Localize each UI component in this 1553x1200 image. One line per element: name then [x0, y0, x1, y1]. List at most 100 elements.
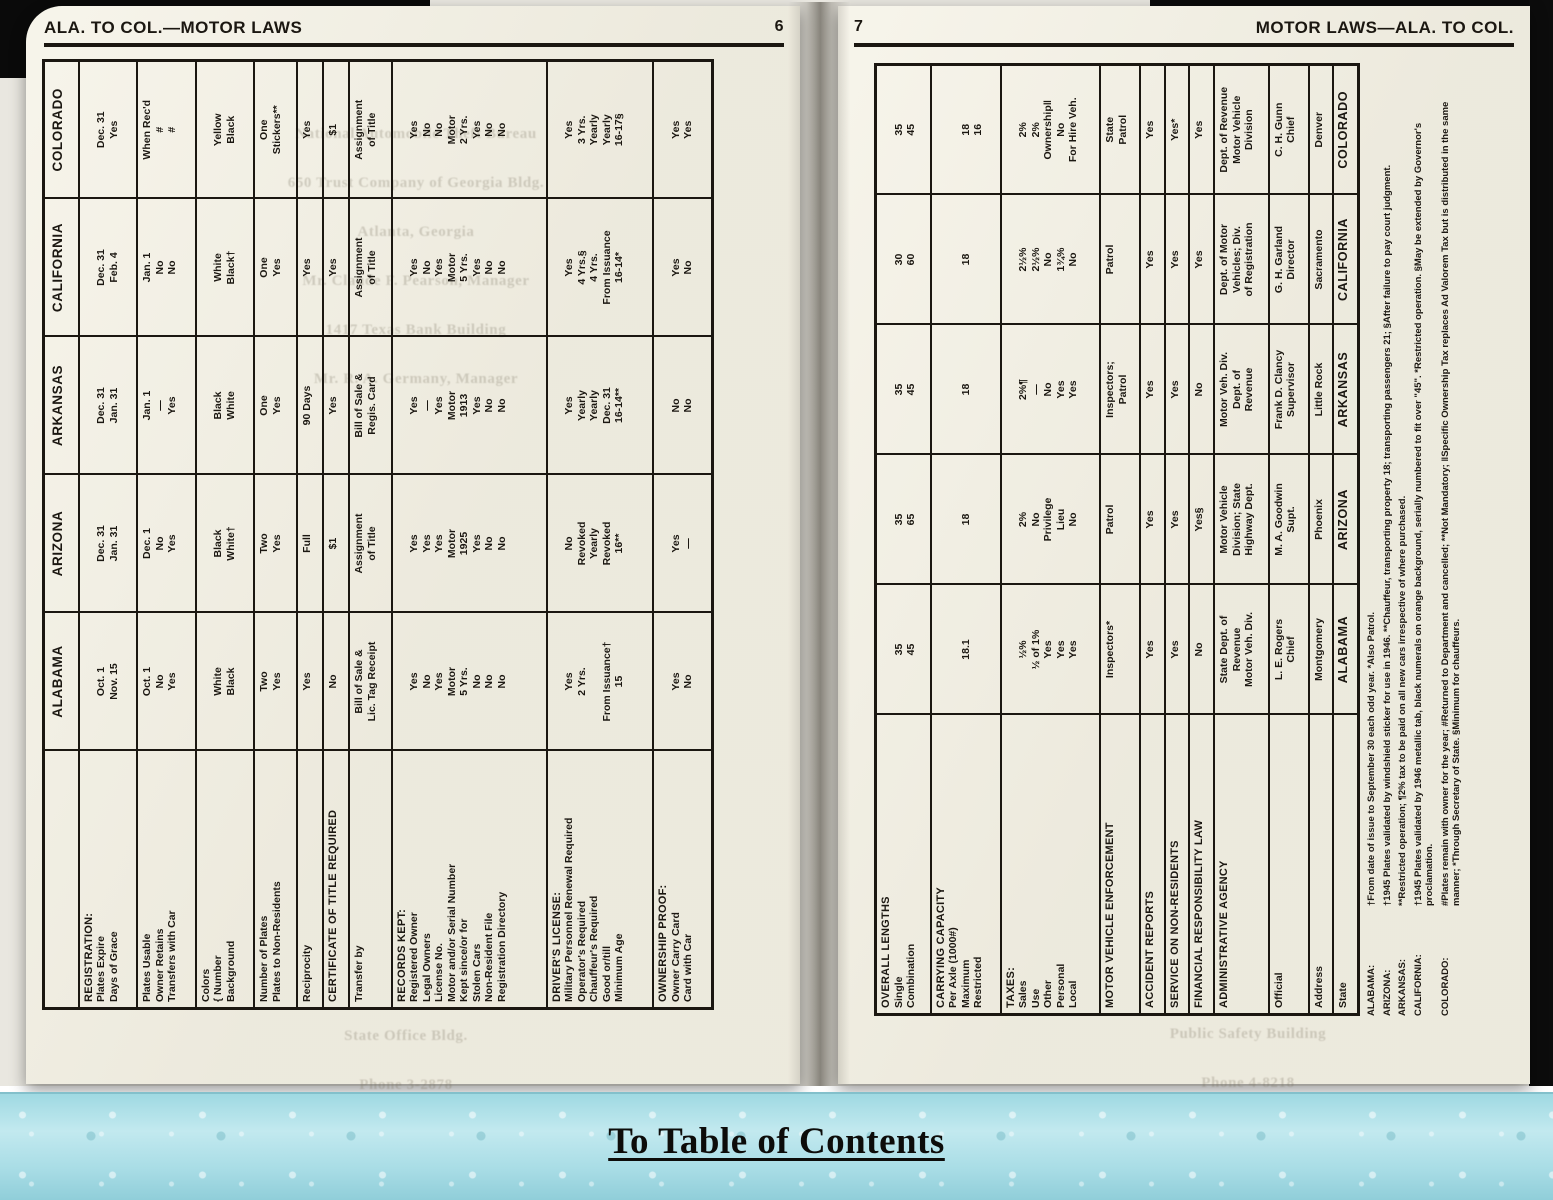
rotated-table-area-left: ALABAMA ARIZONA ARKANSAS CALIFORNIA COLORADO… — [42, 59, 718, 1010]
table-row: CARRYING CAPACITY Per Axle (1000#) Maximum… — [930, 64, 1001, 1015]
footnote-text: **Restricted operation; ¶2% tax to be pa… — [1397, 495, 1408, 906]
table-row: Official L. E. Rogers Chief M. A. Goodwin Su… — [1268, 64, 1309, 1015]
table-cell: 18 — [930, 324, 1001, 455]
table-cell: ARIZONA — [1333, 454, 1359, 585]
table-row: REGISTRATION: Plates Expire Days of Grace … — [78, 60, 138, 1009]
row-label: MOTOR VEHICLE ENFORCEMENT — [1100, 714, 1141, 1015]
table-cell: $1 — [323, 474, 350, 613]
table-cell: Yes* — [1164, 64, 1190, 195]
bleed-through-text: State Office Bldg. — [344, 1028, 468, 1044]
table-cell: Black White — [195, 336, 255, 475]
table-cell: Sacramento — [1308, 194, 1334, 325]
state-header: ARKANSAS — [43, 336, 79, 475]
table-cell: Yes — [1164, 324, 1190, 455]
footnote: CALIFORNIA: †1945 Plates validated by 194… — [1413, 64, 1436, 1016]
footnote-state-label: ALABAMA: — [1366, 964, 1377, 1016]
table-cell: 90 Days — [296, 336, 323, 475]
table-row: Plates Usable Owner Retains Transfers with… — [137, 60, 196, 1009]
table-cell: Little Rock — [1308, 324, 1334, 455]
table-cell: Two Yes — [254, 474, 297, 613]
table-row: MOTOR VEHICLE ENFORCEMENT Inspectors* Patr… — [1100, 64, 1141, 1015]
bleed-through-text: National Automobile Theft Bureau — [295, 126, 537, 142]
page-title-right: MOTOR LAWS—ALA. TO COL. — [1255, 18, 1514, 37]
table-cell: Oct. 1 Nov. 15 — [78, 612, 138, 751]
table-cell: Yes — [323, 336, 350, 475]
page-header-right: 7 MOTOR LAWS—ALA. TO COL. — [854, 18, 1514, 47]
table-cell: Denver — [1308, 64, 1334, 195]
table-row: CERTIFICATE OF TITLE REQUIRED No $1 Yes Yes $… — [323, 60, 350, 1009]
table-cell: Yes No Yes Motor 5 Yrs. No No No — [391, 612, 547, 751]
row-label: Official — [1268, 714, 1309, 1015]
footnote-text: †1945 Plates validated by windshield sti… — [1381, 164, 1393, 906]
table-cell: Yes — [1140, 194, 1165, 325]
table-cell: 2% 2% Ownership‖ No For Hire Veh. — [1000, 64, 1101, 195]
table-cell: One Yes — [254, 336, 297, 475]
table-cell: Two Yes — [254, 612, 297, 751]
table-cell: Inspectors* — [1100, 584, 1141, 715]
table-cell: Yes — [1140, 454, 1165, 585]
bleed-through-text: Mr. Claude F. Pearson, Manager — [302, 273, 530, 289]
table-cell: Assignment of Title — [349, 198, 392, 337]
table-cell: Yes — Yes Motor 1913 Yes No No — [391, 336, 547, 475]
table-cell: Yes — [1164, 584, 1190, 715]
table-cell: 18 — [930, 194, 1001, 325]
scan-edge-right — [1529, 0, 1553, 1086]
table-cell: No — [1189, 584, 1215, 715]
footnote: ALABAMA: †From date of issue to September… — [1366, 64, 1378, 1016]
table-cell: Patrol — [1100, 194, 1141, 325]
row-label: State — [1333, 714, 1359, 1015]
row-label: ACCIDENT REPORTS — [1140, 714, 1165, 1015]
table-cell: Yes — [296, 198, 323, 337]
table-cell: Inspectors; Patrol — [1100, 324, 1141, 455]
bleed-through-text: Atlanta, Georgia — [357, 224, 475, 240]
table-of-contents-link[interactable]: To Table of Contents — [608, 1121, 945, 1162]
footnote-state-label: ARKANSAS: — [1397, 959, 1408, 1016]
table-cell: No — [1189, 324, 1215, 455]
table-row: SERVICE ON NON-RESIDENTS Yes Yes Yes Yes Yes* — [1164, 64, 1190, 1015]
row-label: Plates Usable Owner Retains Transfers with… — [137, 750, 196, 1009]
table-cell: White Black — [195, 612, 255, 751]
table-cell: Yes Yearly Yearly Dec. 31 16-14** — [546, 336, 654, 475]
bleed-through-text: Phone 3-2878 — [359, 1077, 453, 1093]
row-label: DRIVER'S LICENSE: Military Personnel Rene… — [546, 750, 654, 1009]
table-cell: G. H. Garland Director — [1268, 194, 1309, 325]
state-header: ALABAMA — [43, 612, 79, 751]
footnote-state-label: CALIFORNIA: — [1412, 954, 1424, 1016]
row-label: CARRYING CAPACITY Per Axle (1000#) Maximum… — [930, 714, 1001, 1015]
table-cell: COLORADO — [1333, 64, 1359, 195]
row-label: TAXES: Sales Use Other Personal Local — [1000, 714, 1101, 1015]
table-cell: Yes — [1164, 454, 1190, 585]
bleed-through-block: Public Safety Building Phone 4-8218 — [1008, 1026, 1488, 1124]
footnotes-block: ALABAMA: †From date of issue to September… — [1366, 64, 1463, 1016]
table-row: Reciprocity Yes Full 90 Days Yes Yes — [296, 60, 323, 1009]
table-cell: 2½% 2½% No 1¾% No — [1000, 194, 1101, 325]
table-cell: Black White† — [195, 474, 255, 613]
row-label: Transfer by — [349, 750, 392, 1009]
table-cell: Yes No — [653, 198, 713, 337]
table-cell: Yes — [1140, 324, 1165, 455]
table-row: OVERALL LENGTHS Single Combination 35 45 35… — [875, 64, 931, 1015]
table-cell: White Black† — [195, 198, 255, 337]
table-cell: Frank D. Clancy Supervisor — [1268, 324, 1309, 455]
state-header: CALIFORNIA — [43, 198, 79, 337]
table-cell: $1 — [323, 60, 350, 199]
bleed-through-text: 650 Trust Company of Georgia Bldg. — [287, 175, 545, 191]
table-cell: 35 45 — [875, 64, 931, 195]
table-cell: Motor Vehicle Division; State Highway Dept… — [1214, 454, 1269, 585]
row-label: Number of Plates Plates to Non-Residents — [254, 750, 297, 1009]
table-cell: Assignment of Title — [349, 60, 392, 199]
table-cell: Full — [296, 474, 323, 613]
table-cell: L. E. Rogers Chief — [1268, 584, 1309, 715]
table-cell: Yes — [296, 612, 323, 751]
table-row: OWNERSHIP PROOF: Owner Carry Card Card wit… — [653, 60, 713, 1009]
table-cell: Bill of Sale & Regis. Card — [349, 336, 392, 475]
page-title-left: ALA. TO COL.—MOTOR LAWS — [44, 18, 303, 37]
table-cell: C. H. Gunn Chief — [1268, 64, 1309, 195]
table-cell: 18 16 — [930, 64, 1001, 195]
table-row: Colors{ Number Background White Black Bla… — [195, 60, 255, 1009]
row-label: FINANCIAL RESPONSIBILITY LAW — [1189, 714, 1215, 1015]
footnote-text: #Plates remain with owner for the year; … — [1439, 101, 1463, 906]
scan-edge-top-left — [0, 0, 430, 7]
table-cell: CALIFORNIA — [1333, 194, 1359, 325]
motor-laws-table-left: ALABAMA ARIZONA ARKANSAS CALIFORNIA COLORADO… — [42, 59, 714, 1010]
